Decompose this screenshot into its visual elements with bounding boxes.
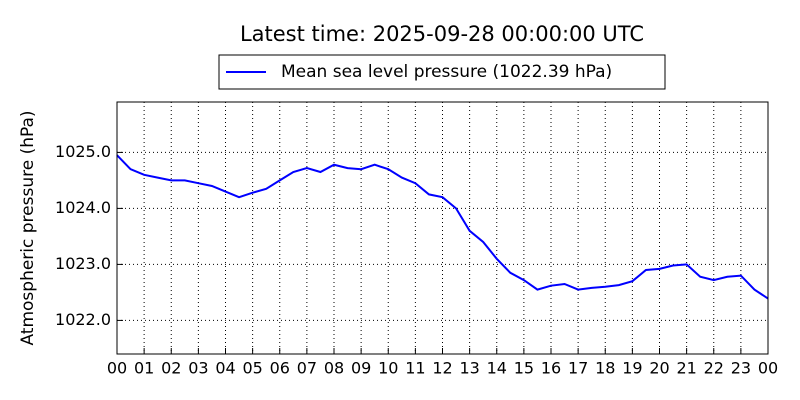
x-tick-label: 07 <box>297 359 317 378</box>
x-tick-label: 20 <box>649 359 669 378</box>
x-tick-label: 01 <box>134 359 154 378</box>
legend-box <box>218 54 666 90</box>
x-tick-label: 10 <box>378 359 398 378</box>
x-tick-label: 12 <box>432 359 452 378</box>
x-tick-label: 16 <box>541 359 561 378</box>
x-tick-label: 23 <box>731 359 751 378</box>
line <box>116 154 769 300</box>
x-tick-label: 13 <box>459 359 479 378</box>
y-tick-label: 1023.0 <box>55 254 111 273</box>
x-tick-label: 05 <box>242 359 262 378</box>
x-tick-label: 00 <box>758 359 778 378</box>
x-tick-label: 08 <box>324 359 344 378</box>
x-tick-label: 19 <box>622 359 642 378</box>
chart-title: Latest time: 2025-09-28 00:00:00 UTC <box>240 22 644 46</box>
x-tick-label: 22 <box>704 359 724 378</box>
y-axis-label: Atmospheric pressure (hPa) <box>18 110 38 345</box>
y-tick-label: 1022.0 <box>55 310 111 329</box>
y-tick-label: 1024.0 <box>55 198 111 217</box>
x-tick-label: 11 <box>405 359 425 378</box>
x-tick-label: 15 <box>514 359 534 378</box>
x-tick-label: 02 <box>161 359 181 378</box>
x-tick-label: 04 <box>215 359 235 378</box>
x-tick-label: 14 <box>487 359 507 378</box>
plot-frame <box>116 101 769 355</box>
legend-label: Mean sea level pressure (1022.39 hPa) <box>281 62 612 82</box>
x-tick-label: 09 <box>351 359 371 378</box>
y-tick-label: 1025.0 <box>55 142 111 161</box>
x-tick-label: 18 <box>595 359 615 378</box>
x-tick-label: 21 <box>676 359 696 378</box>
x-tick-label: 03 <box>188 359 208 378</box>
x-tick-label: 06 <box>270 359 290 378</box>
x-tick-label: 00 <box>107 359 127 378</box>
x-tick-label: 17 <box>568 359 588 378</box>
